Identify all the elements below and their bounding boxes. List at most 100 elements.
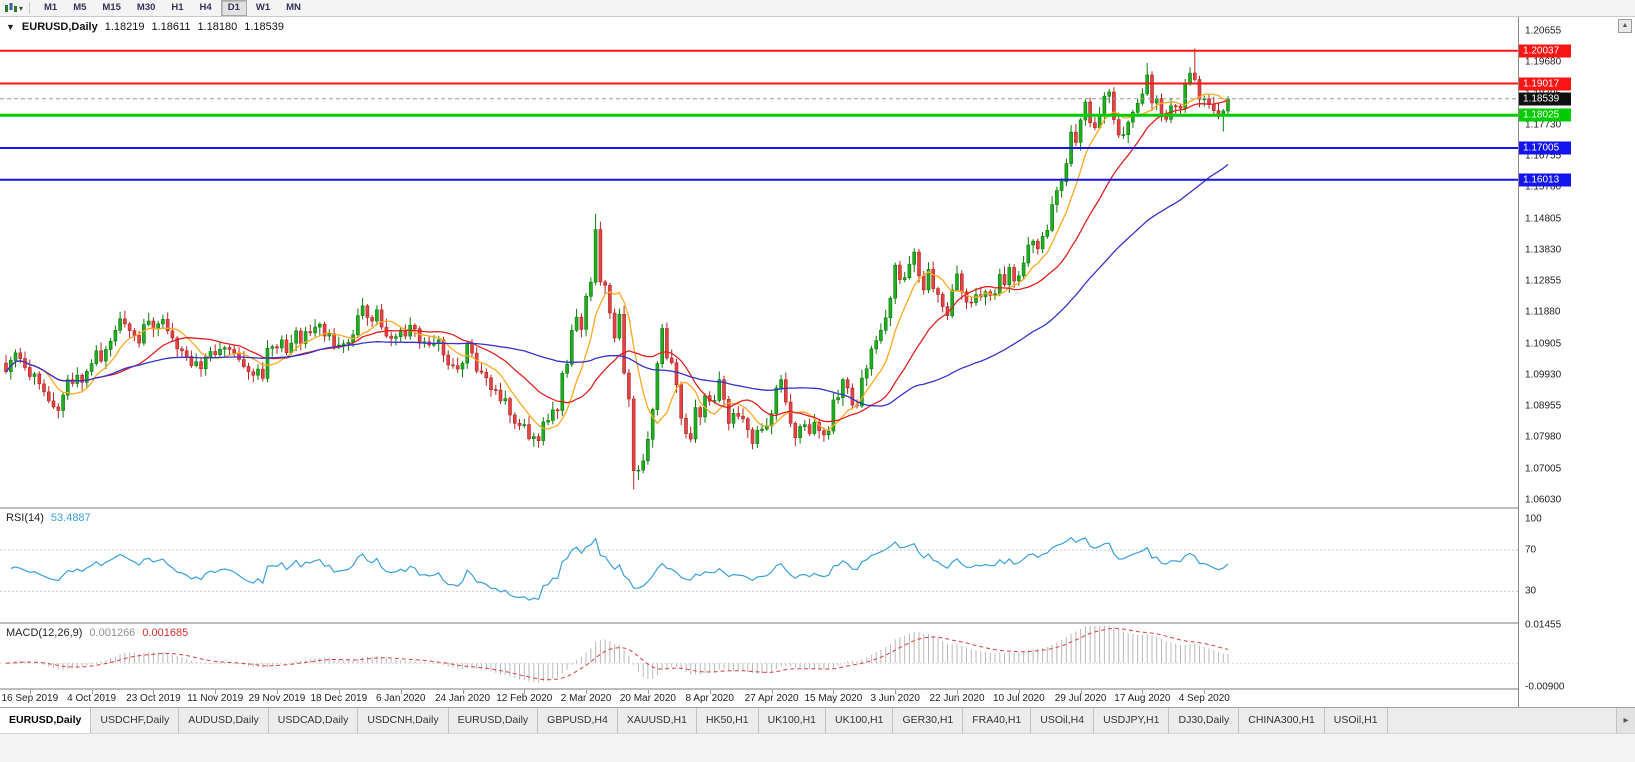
price-tick: 1.19680	[1525, 56, 1562, 68]
axis-scroll-up-button[interactable]: ▲	[1618, 19, 1632, 33]
chart-tab-gbpusd-h4[interactable]: GBPUSD,H4	[538, 708, 618, 733]
price-tick: 1.17730	[1525, 119, 1562, 131]
macd-indicator-panel[interactable]: MACD(12,26,9) 0.001266 0.001685	[0, 624, 1518, 688]
chart-tab-eurusd-daily[interactable]: EURUSD,Daily	[448, 708, 539, 733]
macd-histogram	[10, 625, 1229, 683]
tab-scroll-right-button[interactable]: ▸	[1616, 708, 1635, 733]
hline-price-badge: 1.19017	[1519, 77, 1571, 90]
price-tick: 1.15780	[1525, 181, 1562, 193]
price-tick: 1.12855	[1525, 275, 1562, 287]
price-tick: 1.14805	[1525, 213, 1562, 224]
date-label: 11 Nov 2019	[187, 693, 244, 704]
toolbar-separator	[29, 2, 31, 14]
date-tick	[1142, 690, 1144, 694]
chart-tab-uk100-h1[interactable]: UK100,H1	[826, 708, 894, 733]
chart-tab-audusd-daily[interactable]: AUDUSD,Daily	[179, 708, 269, 733]
date-tick	[524, 690, 526, 694]
date-label: 12 Feb 2020	[496, 693, 553, 704]
macd-signal-line	[5, 627, 1229, 681]
date-tick	[1018, 690, 1020, 694]
timeframe-button-w1[interactable]: W1	[255, 2, 271, 13]
date-label: 20 Mar 2020	[619, 693, 676, 704]
date-tick	[957, 690, 958, 694]
timeframe-button-mn[interactable]: MN	[286, 2, 301, 13]
ma-fast-line	[5, 93, 1229, 431]
timeframe-button-m1[interactable]: M1	[44, 2, 58, 13]
hline-price-badge: 1.16013	[1519, 173, 1571, 187]
date-tick	[647, 690, 649, 694]
chart-tab-usoil-h1[interactable]: USOil,H1	[1324, 708, 1388, 733]
main-chart-panel[interactable]: ▼ EURUSD,Daily 1.18219 1.18611 1.18180 1…	[0, 17, 1518, 507]
panel-divider[interactable]	[0, 507, 1635, 509]
chart-tab-uk100-h1[interactable]: UK100,H1	[758, 708, 827, 733]
chart-tab-usdcad-daily[interactable]: USDCAD,Daily	[268, 708, 359, 733]
macd-value-main: 0.001266	[89, 627, 136, 639]
rsi-indicator-panel[interactable]: RSI(14) 53.4887	[0, 509, 1518, 622]
ma-slow-line	[5, 163, 1229, 407]
timeframe-button-d1[interactable]: D1	[220, 0, 247, 16]
price-tick: 1.09930	[1525, 369, 1562, 381]
timeframes-toolbar: ▾ M1 M5 M15 M30 H1 H4 D1 W1 MN	[0, 0, 1635, 17]
chart-ohlc-readout: ▼ EURUSD,Daily 1.18219 1.18611 1.18180 1…	[6, 21, 284, 33]
date-label: 23 Oct 2019	[126, 693, 181, 704]
macd-label: MACD(12,26,9)	[6, 627, 83, 639]
rsi-axis-label: 100	[1525, 513, 1542, 525]
current-price-badge: 1.18539	[1519, 92, 1571, 106]
rsi-value: 53.4887	[50, 512, 91, 524]
hline-price-badge: 1.20037	[1519, 44, 1571, 58]
price-axis[interactable]: ▲ 1.206551.196801.187051.177301.167551.1…	[1518, 17, 1635, 707]
price-tick: 1.07005	[1525, 463, 1562, 475]
rsi-svg	[0, 536, 1518, 601]
date-label: 29 Nov 2019	[248, 693, 306, 704]
panel-divider[interactable]	[0, 622, 1635, 624]
time-axis[interactable]: 16 Sep 2019 4 Oct 2019 23 Oct 2019 11 Nov 2…	[0, 690, 1518, 707]
date-label: 3 Jun 2020	[870, 693, 920, 704]
rsi-readout: RSI(14) 53.4887	[6, 512, 91, 524]
chart-tab-ger30-h1[interactable]: GER30,H1	[893, 708, 964, 733]
date-tick	[1080, 690, 1082, 694]
date-label: 6 Jan 2020	[375, 693, 426, 704]
chart-tab-usdcnh-daily[interactable]: USDCNH,Daily	[358, 708, 449, 733]
date-label: 4 Sep 2020	[1178, 693, 1230, 704]
price-tick: 1.06030	[1525, 494, 1562, 506]
timeframe-button-h4[interactable]: H4	[199, 2, 212, 13]
chart-tab-hk50-h1[interactable]: HK50,H1	[696, 708, 759, 733]
chart-tab-china300-h1[interactable]: CHINA300,H1	[1239, 708, 1325, 733]
chart-tab-usdjpy-h1[interactable]: USDJPY,H1	[1094, 708, 1170, 733]
ohlc-low: 1.18180	[197, 21, 238, 33]
panel-divider[interactable]	[0, 688, 1635, 690]
chart-tab-xauusd-h1[interactable]: XAUUSD,H1	[617, 708, 697, 733]
price-tick: 1.10905	[1525, 338, 1562, 350]
chart-tab-usoil-h4[interactable]: USOil,H4	[1031, 708, 1095, 733]
timeframe-button-m5[interactable]: M5	[73, 2, 87, 13]
date-tick	[895, 690, 897, 694]
date-tick	[709, 690, 711, 694]
timeframe-button-m30[interactable]: M30	[136, 2, 156, 13]
date-tick	[29, 690, 31, 694]
bottom-status-strip	[0, 733, 1635, 762]
date-label: 29 Jul 2020	[1054, 693, 1107, 704]
date-tick	[277, 690, 278, 694]
date-tick	[153, 690, 155, 694]
one-click-trading-arrow[interactable]: ▼	[6, 22, 15, 32]
main-chart-svg[interactable]	[0, 17, 1518, 507]
price-tick: 1.20655	[1525, 25, 1562, 37]
chart-tab-eurusd-daily[interactable]: EURUSD,Daily	[0, 708, 92, 733]
macd-svg	[0, 625, 1518, 683]
date-label: 10 Jul 2020	[992, 693, 1045, 704]
chart-type-icon[interactable]	[4, 2, 18, 14]
macd-axis-label: 0.01455	[1525, 619, 1562, 631]
chart-tab-fra40-h1[interactable]: FRA40,H1	[963, 708, 1032, 733]
date-label: 27 Apr 2020	[744, 693, 799, 704]
date-label: 8 Apr 2020	[685, 693, 734, 704]
date-tick	[771, 690, 773, 694]
rsi-label: RSI(14)	[6, 512, 44, 524]
rsi-line	[10, 536, 1229, 601]
chart-tab-dj30-daily[interactable]: DJ30,Daily	[1169, 708, 1240, 733]
chart-tab-usdchf-daily[interactable]: USDCHF,Daily	[91, 708, 180, 733]
timeframe-button-m15[interactable]: M15	[102, 2, 121, 13]
macd-readout: MACD(12,26,9) 0.001266 0.001685	[6, 627, 188, 639]
timeframe-button-h1[interactable]: H1	[171, 2, 184, 13]
chart-type-dropdown-caret[interactable]: ▾	[19, 3, 24, 13]
